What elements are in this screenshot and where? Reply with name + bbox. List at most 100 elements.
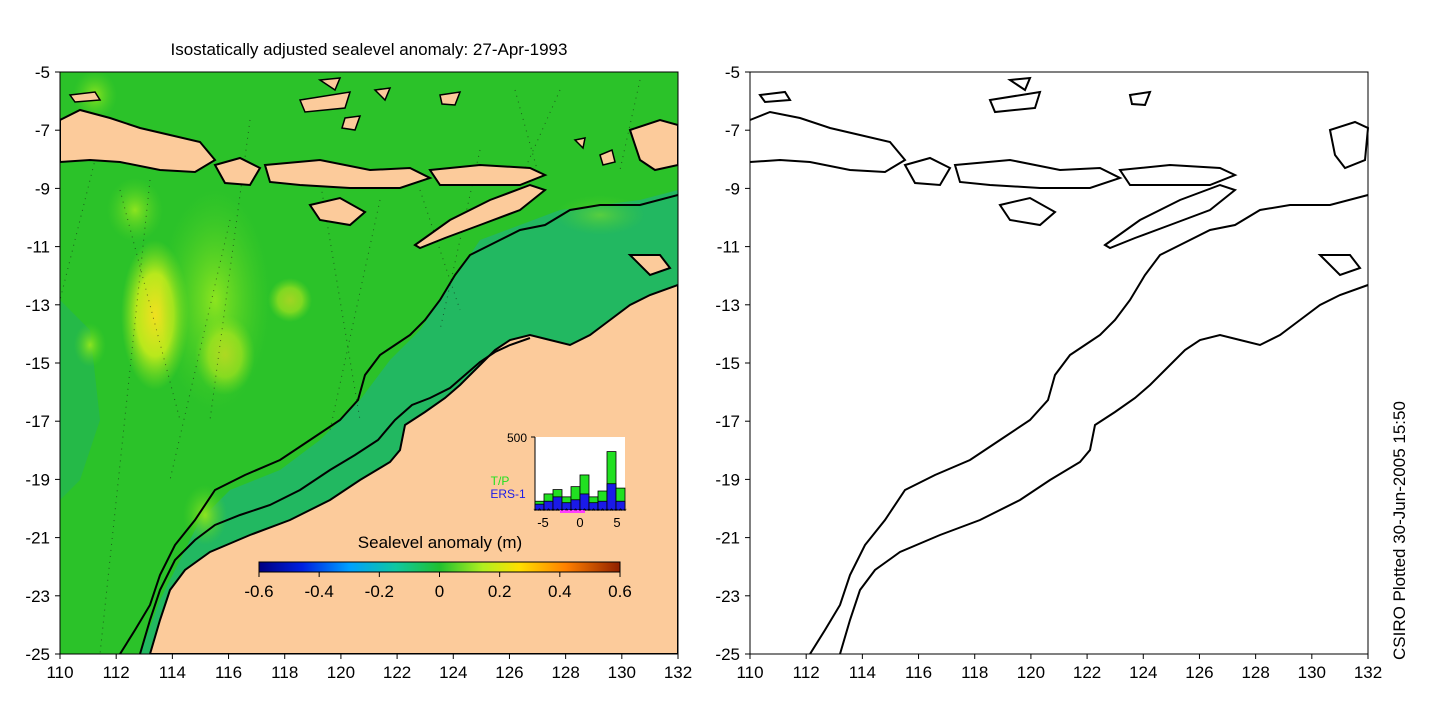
histogram-x-ticks: -5 0 5* * * * * * * * * * * * * * * * * * * * * <box>533 507 626 530</box>
right-x-tick-label: 110 <box>736 663 763 682</box>
right-x-tick-label: 130 <box>1298 663 1326 682</box>
right-x-tick-label: 114 <box>849 663 876 682</box>
colorbar-tick-label: 0.4 <box>548 582 572 601</box>
left-y-tick-label: -7 <box>35 121 50 140</box>
colorbar-gradient <box>258 561 621 573</box>
land-tanimbar <box>628 118 678 172</box>
coast-tanimbar <box>1328 120 1370 170</box>
histogram-ymax: 500 <box>507 431 527 445</box>
right-x-tick-label: 132 <box>1354 663 1382 682</box>
left-x-tick-label: 114 <box>159 663 186 682</box>
legend-tp: T/P <box>491 474 510 488</box>
left-map-axes: 110 112 114 116 118 120 122 124 126 128 130 132 -5 -7… <box>25 63 692 682</box>
anomaly-patch <box>74 323 106 367</box>
left-y-tick-label: -23 <box>25 587 50 606</box>
histogram-x-tick-label: 5 <box>613 515 620 530</box>
histogram-minor-tick: * <box>592 507 595 516</box>
histogram-minor-tick: * <box>538 507 541 516</box>
anomaly-patch <box>107 178 163 242</box>
land-aru <box>627 254 672 277</box>
histogram-bars <box>534 451 626 511</box>
histogram-minor-tick: * <box>569 507 572 516</box>
colorbar-tick-label: 0 <box>435 582 444 601</box>
right-x-tick-label: 112 <box>793 663 820 682</box>
right-y-tick-label: -19 <box>715 470 740 489</box>
land-java <box>60 108 217 174</box>
histogram-minor-tick: * <box>574 507 577 516</box>
histogram-minor-tick: * <box>614 507 617 516</box>
histogram-x-tick-label: -5 <box>537 515 549 530</box>
anomaly-patch <box>183 485 227 545</box>
coastline-map <box>749 71 1370 655</box>
left-y-tick-label: -25 <box>25 645 50 664</box>
coastline-frame <box>749 71 1369 655</box>
left-y-tick-label: -9 <box>35 179 50 198</box>
land-timor <box>413 183 548 250</box>
left-y-tick-label: -13 <box>25 296 50 315</box>
coastlines <box>749 76 1370 655</box>
histogram-minor-tick: * <box>596 507 599 516</box>
coast-java <box>749 110 907 174</box>
right-y-tick-label: -7 <box>725 121 740 140</box>
coast-shelf-break <box>809 194 1369 655</box>
histogram-minor-tick: * <box>547 507 550 516</box>
right-x-tick-label: 120 <box>1017 663 1045 682</box>
small-islands <box>68 77 616 166</box>
coast-bali-lombok <box>903 156 952 187</box>
histogram-inset: 500 T/P ERS-1 -5 0 5* * * * * * * * * * * * * * * * * * * * * <box>486 430 630 530</box>
right-y-tick-label: -15 <box>715 354 740 373</box>
coast-australia <box>839 284 1369 655</box>
right-y-tick-label: -11 <box>717 238 740 257</box>
land-sumbawa <box>263 158 433 189</box>
histogram-minor-tick: * <box>556 507 559 516</box>
histogram-minor-tick: * <box>533 507 536 516</box>
histogram-minor-tick: * <box>619 507 622 516</box>
coast-small-islands <box>758 76 1152 114</box>
left-x-tick-label: 122 <box>383 663 411 682</box>
right-map-axes: 110 112 114 116 118 120 122 124 126 128 130 132 -5 -7… <box>715 63 1382 682</box>
left-y-tick-label: -17 <box>25 412 50 431</box>
land-bali-lombok <box>213 156 262 187</box>
right-x-tick-label: 128 <box>1241 663 1269 682</box>
right-y-tick-label: -13 <box>715 296 740 315</box>
right-x-tick-label: 116 <box>905 663 932 682</box>
anomaly-patch <box>555 195 645 235</box>
histogram-minor-tick: * <box>605 507 608 516</box>
histogram-minor-tick: * <box>587 507 590 516</box>
left-x-tick-label: 116 <box>215 663 242 682</box>
right-y-tick-label: -23 <box>715 587 740 606</box>
left-x-tick-label: 118 <box>271 663 298 682</box>
left-y-tick-label: -11 <box>27 238 50 257</box>
histogram-minor-tick: * <box>565 507 568 516</box>
histogram-x-tick-label: 0 <box>576 515 583 530</box>
map-title: Isostatically adjusted sealevel anomaly:… <box>170 40 568 59</box>
right-y-tick-label: -25 <box>715 645 740 664</box>
histogram-minor-tick: * <box>542 507 545 516</box>
left-y-tick-label: -5 <box>35 63 50 82</box>
histogram-minor-tick: * <box>601 507 604 516</box>
histogram-minor-tick: * <box>623 507 626 516</box>
left-x-tick-label: 132 <box>664 663 692 682</box>
colorbar-tick-label: -0.6 <box>244 582 273 601</box>
histogram-bar-ers <box>615 500 626 511</box>
colorbar: Sealevel anomaly (m) -0.6 -0.4 -0.2 0 0.2 0.4… <box>244 533 631 601</box>
left-x-tick-label: 120 <box>327 663 355 682</box>
coast-sumba <box>998 196 1057 227</box>
right-x-tick-label: 124 <box>1129 663 1157 682</box>
histogram-minor-tick: * <box>551 507 554 516</box>
land-flores <box>428 163 548 186</box>
coast-aru <box>1317 254 1362 277</box>
anomaly-patch <box>195 315 255 395</box>
right-x-tick-label: 122 <box>1073 663 1101 682</box>
left-x-tick-label: 110 <box>46 663 73 682</box>
land-sumba <box>308 196 367 227</box>
histogram-minor-tick: * <box>578 507 581 516</box>
coast-sumbawa <box>953 158 1123 189</box>
left-x-tick-label: 112 <box>103 663 130 682</box>
coast-flores <box>1118 163 1238 186</box>
right-y-tick-label: -5 <box>725 63 740 82</box>
colorbar-tick-label: -0.4 <box>305 582 334 601</box>
left-x-tick-label: 124 <box>439 663 467 682</box>
